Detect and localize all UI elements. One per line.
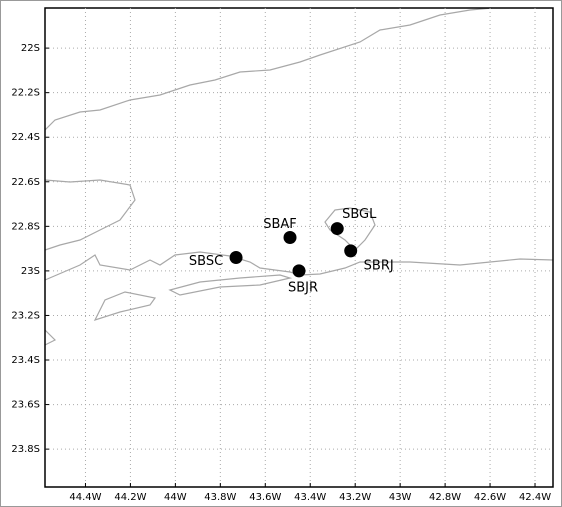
station-point — [344, 244, 358, 258]
y-tick-label: 23.6S — [11, 400, 40, 411]
plot-frame — [44, 7, 554, 488]
station-label: SBGL — [342, 207, 377, 222]
station-label: SBAF — [263, 217, 297, 232]
station-label: SBJR — [288, 280, 318, 295]
coastline — [44, 7, 493, 131]
x-tick-label: 43.6W — [249, 492, 281, 503]
station-point — [229, 251, 243, 265]
x-tick-label: 42.6W — [474, 492, 506, 503]
y-tick-label: 23.8S — [11, 444, 40, 455]
bay — [324, 207, 376, 251]
y-tick-label: 23S — [21, 266, 40, 277]
station-point — [283, 230, 297, 244]
y-tick-label: 22S — [21, 43, 40, 54]
y-tick-label: 23.4S — [11, 355, 40, 366]
x-tick-label: 44.2W — [114, 492, 146, 503]
coastline — [44, 251, 554, 281]
station-point — [292, 264, 306, 278]
station-point — [330, 222, 344, 236]
x-tick-label: 43W — [389, 492, 412, 503]
y-tick-label: 22.8S — [11, 221, 40, 232]
x-tick-label: 44W — [164, 492, 187, 503]
island — [93, 291, 157, 322]
x-tick-label: 43.2W — [339, 492, 371, 503]
y-tick-label: 23.2S — [11, 310, 40, 321]
x-tick-label: 42.8W — [429, 492, 461, 503]
x-tick-label: 42.4W — [519, 492, 551, 503]
restinga — [168, 274, 293, 296]
station-label: SBRJ — [364, 258, 394, 273]
y-tick-label: 22.6S — [11, 177, 40, 188]
y-tick-label: 22.4S — [11, 132, 40, 143]
x-tick-label: 44.4W — [69, 492, 101, 503]
coastline — [44, 329, 57, 346]
x-tick-label: 43.4W — [294, 492, 326, 503]
x-tick-label: 43.8W — [204, 492, 236, 503]
station-label: SBSC — [189, 254, 223, 269]
y-tick-label: 22.2S — [11, 88, 40, 99]
